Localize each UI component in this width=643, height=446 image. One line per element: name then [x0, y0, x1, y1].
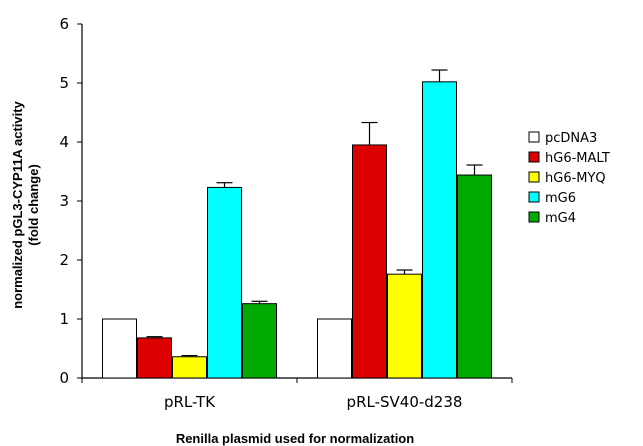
error-bars-group	[146, 69, 483, 357]
bar-hg6-myq	[387, 273, 422, 379]
bar-mg4	[457, 174, 492, 379]
y-tick-label: 6	[59, 15, 69, 33]
y-axis-title: normalized pGL3-CYP11A activity (fold ch…	[10, 100, 41, 308]
y-axis-title-line2: (fold change)	[26, 164, 41, 246]
y-tick-label: 1	[59, 310, 69, 328]
y-axis-title-line1: normalized pGL3-CYP11A activity	[10, 100, 25, 308]
legend-label-mg4: mG4	[545, 211, 576, 226]
legend-swatch-hg6-myq	[528, 171, 540, 183]
bar-hg6-myq	[172, 356, 207, 379]
bar-mg6	[422, 81, 457, 379]
x-category-label: pRL-TK	[164, 393, 216, 411]
legend: pcDNA3 hG6-MALT hG6-MYQ mG6 mG4	[528, 131, 610, 226]
x-axis-title: Renilla plasmid used for normalization	[176, 431, 414, 446]
bars-group	[102, 81, 492, 379]
legend-swatch-mg6	[528, 191, 540, 203]
legend-swatch-hg6-malt	[528, 151, 540, 163]
bar-mg4	[242, 303, 277, 379]
bar-pcdna3	[317, 318, 352, 379]
bar-pcdna3	[102, 318, 137, 379]
y-tick-label: 4	[59, 133, 69, 151]
legend-label-hg6-malt: hG6-MALT	[545, 151, 610, 166]
legend-label-mg6: mG6	[545, 191, 576, 206]
x-category-label: pRL-SV40-d238	[347, 393, 463, 411]
y-tick-label: 3	[59, 192, 69, 210]
legend-label-hg6-myq: hG6-MYQ	[545, 171, 606, 186]
legend-swatch-pcdna3	[528, 131, 540, 143]
bar-hg6-malt	[137, 337, 172, 379]
x-axis	[81, 377, 513, 383]
y-tick-label: 5	[59, 74, 69, 92]
y-tick-label: 0	[59, 369, 69, 387]
bar-mg6	[207, 186, 242, 379]
x-category-labels: pRL-TK pRL-SV40-d238	[164, 393, 462, 411]
y-axis: 0 1 2 3 4 5 6	[59, 15, 83, 387]
bar-hg6-malt	[352, 144, 387, 379]
y-tick-label: 2	[59, 251, 69, 269]
legend-label-pcdna3: pcDNA3	[545, 131, 597, 146]
legend-swatch-mg4	[528, 211, 540, 223]
